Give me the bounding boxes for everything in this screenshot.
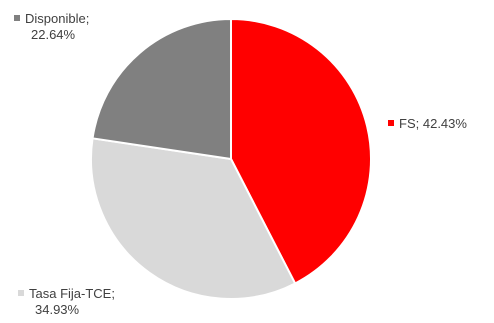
pie-slice-fs — [230, 17, 372, 285]
legend-marker-tasa-fija — [18, 289, 24, 296]
legend-marker-disponible — [14, 14, 20, 21]
label-disponible: Disponible; 22.64% — [14, 11, 89, 43]
pie-slice-disponible — [91, 17, 232, 161]
label-tasa-fija: Tasa Fija-TCE; 34.93% — [18, 286, 115, 318]
label-tasa-fija-name: Tasa Fija-TCE — [29, 286, 112, 301]
pie-slice-tasa-fija-tce — [90, 137, 297, 300]
legend-marker-fs — [388, 119, 394, 126]
label-disponible-name: Disponible — [25, 11, 86, 26]
label-fs: FS; 42.43% — [388, 116, 467, 132]
label-fs-name: FS — [399, 116, 416, 131]
label-disponible-value: 22.64% — [31, 27, 76, 42]
label-fs-value: 42.43% — [422, 116, 467, 131]
label-tasa-fija-value: 34.93% — [35, 302, 80, 317]
